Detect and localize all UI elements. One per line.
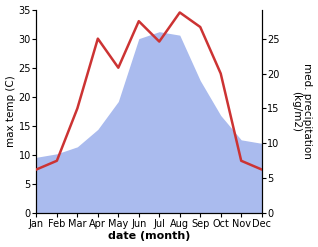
- X-axis label: date (month): date (month): [108, 231, 190, 242]
- Y-axis label: max temp (C): max temp (C): [5, 75, 16, 147]
- Y-axis label: med. precipitation
(kg/m2): med. precipitation (kg/m2): [291, 63, 313, 159]
